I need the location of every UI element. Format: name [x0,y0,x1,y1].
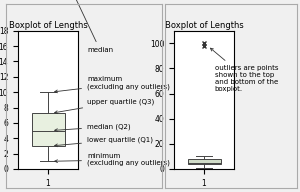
Text: median (Q2): median (Q2) [55,123,130,132]
Text: minimum
(excluding any outliers): minimum (excluding any outliers) [55,153,170,166]
Title: Boxplot of Lengths: Boxplot of Lengths [165,21,243,30]
Title: Boxplot of Lengths: Boxplot of Lengths [9,21,87,30]
PathPatch shape [188,159,220,164]
Text: median: median [52,0,113,53]
PathPatch shape [32,113,64,146]
Text: outliers are points
shown to the top
and bottom of the
boxplot.: outliers are points shown to the top and… [210,48,278,92]
Text: maximum
(excluding any outliers): maximum (excluding any outliers) [55,76,170,93]
Text: upper quartile (Q3): upper quartile (Q3) [55,98,154,113]
Text: lower quartile (Q1): lower quartile (Q1) [55,137,153,147]
